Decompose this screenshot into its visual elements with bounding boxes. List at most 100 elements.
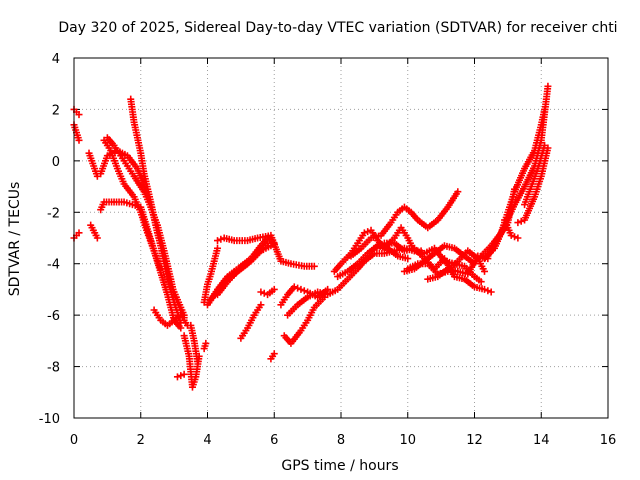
data-point-trail [245,314,257,329]
data-point-trail [370,232,383,241]
data-point-trail [102,139,113,152]
data-point [270,350,278,358]
y-tick-label: 4 [52,52,60,67]
data-point-trail [349,246,363,258]
series-track-8 [100,136,165,273]
data-point-trail [286,303,300,317]
data-point-trail [399,226,410,239]
data-point-trail [356,251,370,266]
data-point-trail [379,221,393,237]
series-track-29 [347,188,462,260]
data-point-trail [362,251,376,264]
data-point-trail [226,269,240,284]
data-point-trail [456,249,470,263]
data-point-trail [538,147,551,178]
plot-frame [73,57,609,419]
data-point-trail [122,182,136,199]
data-point-trail [178,314,190,327]
data-point [214,237,222,245]
data-point-trail [305,306,317,322]
data-point-trail [522,195,538,222]
data-point [257,288,265,296]
data-point-trail [392,226,403,239]
data-point-trail [426,262,440,276]
data-point [310,262,318,270]
x-tick-label: 2 [137,433,145,448]
series-track-20 [214,239,272,299]
data-point-trail [446,266,459,275]
data-point-trail [355,231,367,245]
data-point [180,370,188,378]
series-track-5 [87,221,101,242]
data-point-trail [138,211,151,234]
data-point-trail [346,261,360,274]
data-point-trail [172,318,183,330]
data-point [297,285,305,293]
data-point-trail [355,259,367,271]
x-tick-label: 0 [70,433,78,448]
data-point-trail [282,334,293,345]
data-point-trail [223,235,236,244]
data-point-trail [453,260,466,270]
data-point-trail [473,274,483,284]
data-point-trail [236,261,250,274]
data-point-trail [326,287,339,297]
data-point-trail [403,245,416,254]
data-point-trail [289,329,303,345]
data-point-trail [502,219,514,237]
data-point [454,188,462,196]
data-point-trail [369,229,380,242]
data-point-trail [416,218,430,230]
data-point-trail [396,205,406,215]
data-point [514,234,522,242]
data-point-trail [105,136,116,147]
series-track-22 [257,285,278,299]
data-point-trail [152,309,163,322]
data-point-trail [373,240,386,251]
data-point [93,234,101,242]
data-point-trail [168,283,180,301]
data-point-trail [386,246,400,258]
data-point-trail [125,165,136,178]
data-point [75,229,83,237]
data-point-trail [103,198,116,206]
data-point-trail [426,218,440,230]
data-point-trail [88,224,100,239]
data-point-trail [473,284,486,293]
data-point-trail [256,241,270,255]
data-point-trail [453,273,466,282]
data-point-trail [279,258,292,267]
data-point-trail [528,167,541,188]
data-point-trail [306,289,319,300]
data-point-trail [112,144,123,157]
data-point [270,285,278,293]
y-axis-label: SDTVAR / TECUs [7,182,23,297]
data-point-trail [189,375,199,389]
y-tick-label: -6 [47,309,60,324]
series-track-25 [280,293,328,347]
series-track-12 [173,370,188,381]
data-point-trail [86,152,100,178]
data-point-trail [215,280,230,296]
data-point-trail [522,185,534,206]
data-point-trail [98,201,107,211]
data-point-trail [443,242,456,252]
data-point-trail [436,266,450,279]
data-point [481,285,489,293]
data-point-trail [175,298,187,317]
data-point-trail [108,149,120,170]
data-point-trail [403,266,416,275]
series-track-28 [334,242,412,281]
data-point-trail [383,239,396,247]
data-point-trail [422,251,436,264]
data-point [507,231,515,239]
y-tick-label: -2 [47,206,60,221]
data-point-trail [432,246,447,263]
x-tick-label: 10 [399,433,416,448]
data-point-trail [151,249,164,270]
data-point-trail [426,273,439,282]
series-track-13 [180,332,203,391]
data-point [214,244,222,252]
